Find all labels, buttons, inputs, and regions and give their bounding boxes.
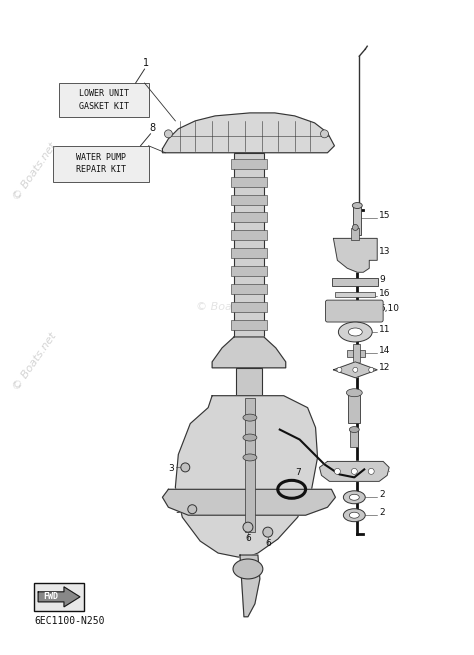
- Text: 9: 9: [379, 275, 385, 284]
- Ellipse shape: [338, 322, 372, 342]
- Text: 6EC1100-N250: 6EC1100-N250: [34, 616, 105, 626]
- Bar: [350, 430, 358, 447]
- Bar: [231, 231, 267, 240]
- Bar: [231, 195, 267, 204]
- Ellipse shape: [243, 434, 257, 441]
- Bar: [348, 395, 360, 422]
- Text: 3: 3: [169, 464, 174, 473]
- Ellipse shape: [343, 491, 365, 504]
- Text: 1: 1: [143, 58, 149, 68]
- Polygon shape: [212, 337, 286, 368]
- Polygon shape: [319, 461, 389, 481]
- Polygon shape: [333, 362, 377, 378]
- Circle shape: [369, 367, 374, 372]
- Bar: [231, 320, 267, 330]
- Ellipse shape: [349, 426, 359, 432]
- Text: 7: 7: [296, 468, 301, 477]
- Circle shape: [368, 468, 374, 474]
- Text: 2: 2: [379, 491, 385, 499]
- Text: 5,10: 5,10: [379, 304, 399, 313]
- Circle shape: [243, 522, 253, 532]
- Text: © Boats.net: © Boats.net: [11, 141, 58, 202]
- Bar: [59, 83, 148, 117]
- Circle shape: [188, 505, 197, 514]
- Ellipse shape: [243, 454, 257, 461]
- Text: 4: 4: [379, 464, 385, 474]
- Bar: [231, 159, 267, 169]
- Text: 2: 2: [379, 508, 385, 517]
- Circle shape: [351, 468, 357, 474]
- Text: © Boats.net: © Boats.net: [11, 331, 58, 392]
- Circle shape: [263, 527, 273, 537]
- Text: 3: 3: [175, 506, 181, 515]
- Polygon shape: [175, 396, 318, 557]
- Polygon shape: [333, 238, 377, 272]
- Circle shape: [335, 468, 340, 474]
- Ellipse shape: [233, 559, 263, 579]
- Text: 15: 15: [379, 212, 391, 221]
- Ellipse shape: [243, 414, 257, 421]
- Bar: [231, 284, 267, 294]
- Text: © Boats.net: © Boats.net: [196, 302, 264, 312]
- Text: 14: 14: [379, 346, 391, 355]
- Bar: [34, 583, 84, 611]
- Bar: [236, 368, 262, 398]
- Bar: [347, 350, 365, 357]
- Polygon shape: [240, 555, 260, 617]
- Bar: [231, 212, 267, 223]
- Bar: [53, 146, 148, 181]
- Ellipse shape: [343, 509, 365, 521]
- Text: LOWER UNIT
GASKET KIT: LOWER UNIT GASKET KIT: [79, 89, 129, 111]
- Polygon shape: [38, 587, 80, 607]
- Text: 16: 16: [379, 289, 391, 298]
- Text: WATER PUMP
REPAIR KIT: WATER PUMP REPAIR KIT: [76, 153, 126, 174]
- Text: 8: 8: [149, 123, 155, 133]
- Circle shape: [164, 130, 173, 138]
- Circle shape: [337, 367, 342, 372]
- Bar: [231, 177, 267, 187]
- Text: 6: 6: [265, 539, 271, 548]
- Bar: [351, 229, 359, 240]
- Bar: [245, 398, 255, 532]
- Polygon shape: [163, 113, 335, 153]
- Bar: [332, 278, 378, 286]
- Bar: [231, 267, 267, 276]
- Bar: [231, 248, 267, 258]
- FancyBboxPatch shape: [326, 300, 383, 322]
- Bar: [336, 292, 375, 297]
- Ellipse shape: [352, 202, 362, 208]
- Ellipse shape: [349, 512, 359, 518]
- Ellipse shape: [348, 328, 362, 336]
- Text: 11: 11: [379, 325, 391, 334]
- Polygon shape: [163, 489, 336, 515]
- Bar: [234, 153, 264, 337]
- Bar: [353, 345, 360, 362]
- Circle shape: [353, 367, 358, 372]
- Circle shape: [181, 463, 190, 472]
- Text: 13: 13: [379, 248, 391, 256]
- Bar: [353, 206, 361, 235]
- Circle shape: [320, 130, 328, 138]
- Bar: [231, 302, 267, 312]
- Text: 12: 12: [379, 363, 391, 372]
- Text: 6: 6: [245, 534, 251, 543]
- Ellipse shape: [349, 495, 359, 500]
- Text: FWD: FWD: [44, 592, 59, 601]
- Ellipse shape: [346, 388, 362, 397]
- Circle shape: [352, 225, 358, 231]
